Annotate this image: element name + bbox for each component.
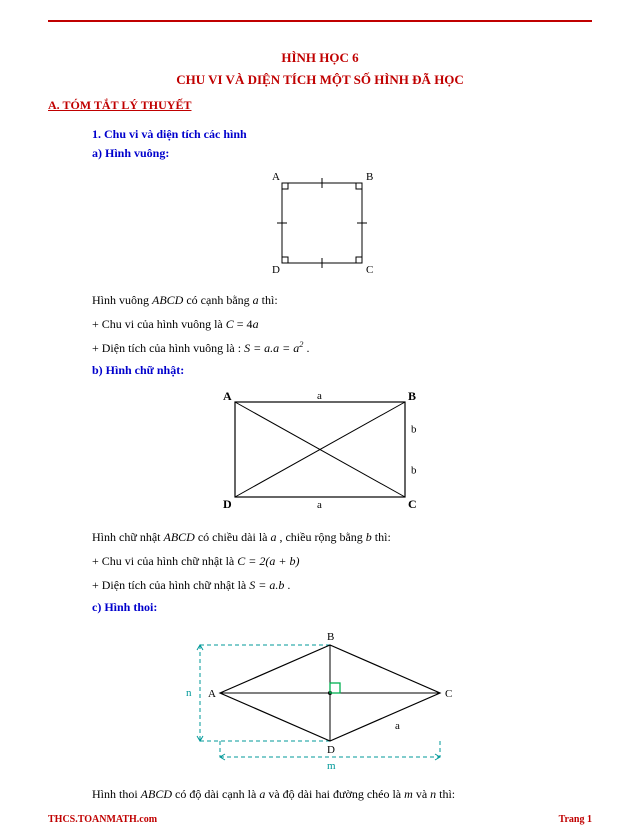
svg-text:A: A [223, 389, 232, 403]
text: có độ dài cạnh là [172, 787, 259, 801]
doc-title-2: CHU VI VÀ DIỆN TÍCH MỘT SỐ HÌNH ĐÃ HỌC [48, 72, 592, 88]
figure-rhombus: n m A B C Da [48, 623, 592, 777]
top-rule [48, 20, 592, 22]
svg-text:C: C [366, 264, 373, 276]
text: Hình vuông [92, 293, 152, 307]
text: thì: [259, 293, 278, 307]
svg-text:B: B [408, 389, 416, 403]
text: có chiều dài là [195, 530, 271, 544]
section-1-heading: 1. Chu vi và diện tích các hình [92, 127, 592, 142]
text: = 4 [234, 317, 253, 331]
text: thì: [436, 787, 455, 801]
subsection-a-heading: a) Hình vuông: [92, 146, 592, 161]
rect-desc: Hình chữ nhật ABCD có chiều dài là a , c… [92, 528, 592, 546]
svg-text:a: a [395, 720, 400, 732]
footer-site: THCS.TOANMATH.com [48, 814, 157, 825]
text: . [303, 341, 309, 355]
text: + Chu vi của hình vuông là [92, 317, 226, 331]
square-desc: Hình vuông ABCD có cạnh bằng a thì: [92, 291, 592, 309]
abcd: ABCD [152, 293, 183, 307]
svg-text:C: C [408, 497, 417, 511]
svg-text:a: a [317, 390, 322, 402]
var-m: m [404, 787, 413, 801]
text: , chiều rộng bằng [276, 530, 365, 544]
abcd: ABCD [164, 530, 195, 544]
text: + Diện tích của hình chữ nhật là [92, 578, 249, 592]
rect-area: + Diện tích của hình chữ nhật là S = a.b… [92, 576, 592, 594]
text: + Diện tích của hình vuông là : [92, 341, 244, 355]
svg-text:D: D [327, 744, 335, 756]
footer-page: Trang 1 [559, 814, 592, 825]
svg-text:B: B [327, 631, 334, 643]
svg-text:B: B [366, 171, 373, 183]
svg-text:A: A [208, 688, 216, 700]
svg-text:C: C [445, 688, 452, 700]
footer: THCS.TOANMATH.com Trang 1 [48, 814, 592, 825]
rect-perimeter: + Chu vi của hình chữ nhật là C = 2(a + … [92, 552, 592, 570]
abcd: ABCD [141, 787, 172, 801]
text: và [413, 787, 430, 801]
svg-text:D: D [272, 264, 280, 276]
subsection-b-heading: b) Hình chữ nhật: [92, 363, 592, 378]
formula-s: S = a.a = a [244, 341, 299, 355]
var-a: a [253, 317, 259, 331]
section-a-heading: A. TÓM TẮT LÝ THUYẾT [48, 98, 592, 113]
figure-rectangle: A B C Da a b b [48, 386, 592, 520]
doc-title-1: HÌNH HỌC 6 [48, 50, 592, 66]
text: Hình thoi [92, 787, 141, 801]
text: . [284, 578, 290, 592]
formula: S = a.b [249, 578, 284, 592]
formula: C = 2(a + b) [237, 554, 299, 568]
text: Hình chữ nhật [92, 530, 164, 544]
subsection-c-heading: c) Hình thoi: [92, 600, 592, 615]
text: và độ dài hai đường chéo là [265, 787, 404, 801]
svg-text:a: a [317, 499, 322, 511]
svg-text:A: A [272, 171, 280, 183]
figure-square: A B C D [48, 169, 592, 283]
svg-text:b: b [411, 464, 417, 476]
svg-text:m: m [327, 760, 336, 772]
text: + Chu vi của hình chữ nhật là [92, 554, 237, 568]
svg-text:n: n [186, 687, 192, 699]
rhombus-desc: Hình thoi ABCD có độ dài cạnh là a và độ… [92, 785, 592, 803]
square-perimeter: + Chu vi của hình vuông là C = 4a [92, 315, 592, 333]
text: có cạnh bằng [183, 293, 252, 307]
square-area: + Diện tích của hình vuông là : S = a.a … [92, 339, 592, 357]
formula-c: C [226, 317, 234, 331]
svg-text:b: b [411, 423, 417, 435]
text: thì: [372, 530, 391, 544]
svg-text:D: D [223, 497, 232, 511]
